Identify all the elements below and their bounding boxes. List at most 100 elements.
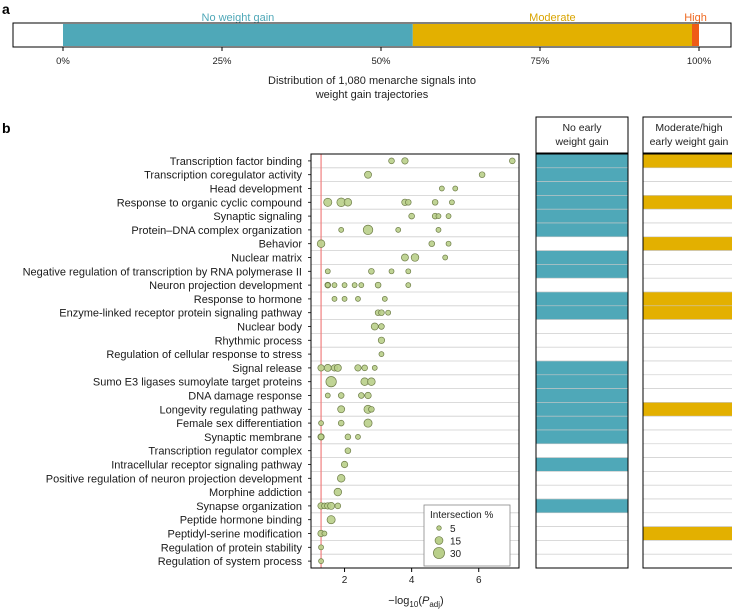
col1-cell-4	[535, 208, 629, 224]
point-9-7	[405, 282, 412, 288]
point-4-3	[445, 213, 452, 219]
panel-b-points	[316, 157, 516, 564]
col1-cell-20	[535, 429, 629, 445]
col1-cell-19	[535, 415, 629, 431]
col1-cell-11	[535, 305, 629, 320]
category-label-21: Transcription regulator complex	[148, 446, 302, 458]
x-tick-label-2: 6	[476, 575, 482, 586]
point-20-2	[344, 433, 352, 441]
segment-0	[63, 24, 413, 46]
point-9-4	[351, 282, 358, 288]
point-28-0	[318, 544, 324, 551]
category-label-9: Neuron projection development	[149, 280, 302, 292]
col2-cell-29	[642, 553, 732, 569]
point-4-2	[435, 213, 442, 219]
point-10-1	[341, 296, 348, 302]
legend-symbol-1	[434, 536, 444, 545]
panel-b-plot-frame	[310, 153, 520, 569]
category-label-8: Negative regulation of transcription by …	[23, 266, 302, 278]
point-15-3	[333, 364, 342, 372]
panel-b-rows	[311, 167, 519, 555]
col2-cell-12	[642, 319, 732, 334]
panel-b-label: b	[2, 120, 11, 136]
point-16-0	[325, 376, 337, 388]
col1-cell-1	[535, 167, 629, 182]
point-9-1	[324, 282, 331, 288]
panel-a-segment-labels: No weight gain Moderate High	[202, 12, 707, 24]
category-label-3: Response to organic cyclic compound	[117, 197, 302, 209]
point-14-0	[378, 351, 385, 357]
col2-cell-7	[642, 250, 732, 265]
col1-cell-2	[535, 181, 629, 196]
point-24-0	[333, 487, 343, 497]
category-label-23: Positive regulation of neuron projection…	[46, 473, 302, 485]
point-15-0	[317, 364, 325, 372]
col1-cell-18	[535, 402, 629, 417]
point-17-2	[358, 392, 365, 399]
point-7-0	[401, 253, 409, 262]
col2-cell-0	[642, 153, 732, 169]
x-tick-label-1: 4	[409, 575, 415, 586]
point-2-1	[452, 185, 459, 192]
legend-label-1: 15	[450, 537, 462, 548]
column-header-no-early-line2: weight gain	[554, 136, 608, 148]
col2-cell-22	[642, 457, 732, 472]
col1-cell-16	[535, 374, 629, 389]
panel-a-tick-label-0: 0%	[56, 56, 70, 67]
panel-a-tick-label-3: 75%	[530, 56, 550, 67]
column-header-no-early	[535, 116, 629, 154]
col2-cell-11	[642, 305, 732, 320]
col2-cell-1	[642, 167, 732, 182]
panel-a-caption-line1: Distribution of 1,080 menarche signals i…	[268, 75, 476, 87]
panel-a-tick-label-4: 100%	[687, 56, 712, 67]
category-label-24: Morphine addiction	[209, 487, 302, 499]
col1-cell-9	[535, 277, 629, 293]
point-17-1	[337, 392, 345, 399]
column-header-moderate-high	[642, 116, 732, 154]
point-3-5	[431, 199, 439, 206]
point-9-2	[331, 282, 338, 288]
point-25-3	[327, 502, 336, 510]
point-19-0	[318, 420, 324, 426]
point-20-1	[317, 433, 325, 441]
panel-a-bars	[63, 24, 699, 46]
point-0-0	[388, 157, 395, 165]
point-15-1	[323, 364, 332, 372]
point-12-0	[370, 322, 379, 331]
point-0-1	[401, 157, 409, 165]
legend-label-0: 5	[450, 524, 456, 535]
panel-b-category-labels: Transcription factor binding Transcriptio…	[23, 156, 311, 568]
point-12-1	[378, 323, 385, 330]
column-header-moderate-high-line1: Moderate/high	[655, 122, 722, 134]
col2-cell-8	[642, 264, 732, 279]
category-label-2: Head development	[210, 184, 302, 196]
panel-a-caption-line2: weight gain trajectories	[315, 89, 429, 101]
point-17-0	[324, 392, 331, 399]
segment-label-2: High	[684, 12, 707, 24]
legend-title: Intersection %	[430, 510, 493, 521]
point-7-1	[410, 253, 420, 262]
point-15-6	[371, 365, 378, 371]
point-1-0	[364, 170, 372, 179]
legend-label-2: 30	[450, 549, 462, 560]
category-label-19: Female sex differentiation	[176, 418, 302, 430]
panel-a-tick-label-1: 25%	[212, 56, 232, 67]
point-27-1	[321, 530, 328, 537]
category-label-26: Peptide hormone binding	[180, 515, 302, 527]
col2-cell-26	[642, 512, 732, 527]
point-19-1	[337, 419, 345, 427]
point-3-4	[405, 199, 412, 206]
x-tick-label-0: 2	[342, 575, 348, 586]
segment-label-1: Moderate	[529, 12, 575, 24]
col2-cell-4	[642, 208, 732, 224]
point-29-0	[318, 558, 324, 564]
col2-cell-16	[642, 374, 732, 389]
point-16-2	[367, 377, 376, 386]
panel-b-x-ticks: 2 4 6	[342, 568, 482, 586]
point-9-5	[358, 282, 365, 288]
point-3-2	[343, 198, 353, 207]
col2-cell-21	[642, 443, 732, 458]
col2-cell-9	[642, 277, 732, 293]
point-6-0	[316, 239, 326, 248]
